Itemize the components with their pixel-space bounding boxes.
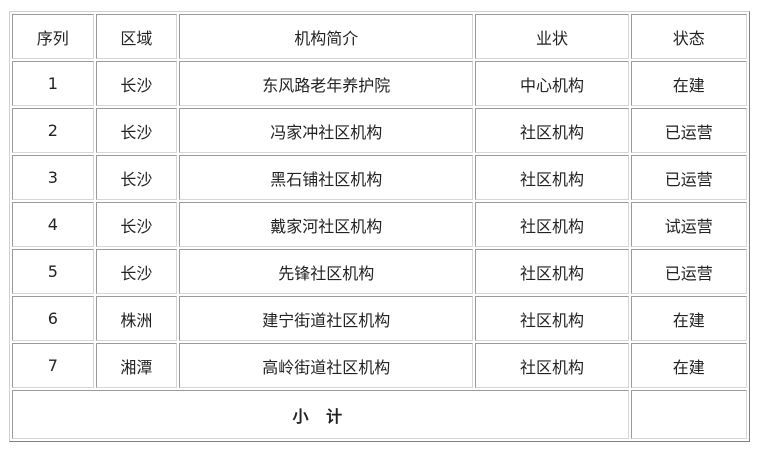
region-cell: 长沙: [95, 155, 178, 200]
table-row: 6 株洲 建宁街道社区机构 社区机构 在建: [12, 296, 747, 341]
header-row: 序列 区域 机构简介 业状 状态: [12, 14, 747, 59]
header-cell: 状态: [630, 14, 747, 59]
institution-table: 序列 区域 机构简介 业状 状态 1 长沙 东风路老年养护院 中心机构 在建 2 长沙 冯家冲…: [9, 11, 750, 442]
type-cell: 社区机构: [475, 249, 629, 294]
type-cell: 社区机构: [475, 155, 629, 200]
status-cell: 试运营: [630, 202, 747, 247]
type-cell: 中心机构: [475, 61, 629, 106]
index-cell: 3: [12, 155, 94, 200]
index-cell: 5: [12, 249, 94, 294]
institution-cell: 冯家冲社区机构: [179, 108, 474, 153]
table-row: 1 长沙 东风路老年养护院 中心机构 在建: [12, 61, 747, 106]
status-cell: 在建: [630, 343, 747, 388]
type-cell: 社区机构: [475, 343, 629, 388]
index-cell: 6: [12, 296, 94, 341]
institution-cell: 建宁街道社区机构: [179, 296, 474, 341]
table-row: 3 长沙 黑石铺社区机构 社区机构 已运营: [12, 155, 747, 200]
status-cell: 已运营: [630, 155, 747, 200]
table-row: 5 长沙 先锋社区机构 社区机构 已运营: [12, 249, 747, 294]
table-row: 2 长沙 冯家冲社区机构 社区机构 已运营: [12, 108, 747, 153]
header-cell: 业状: [475, 14, 629, 59]
table-row: 7 湘潭 高岭街道社区机构 社区机构 在建: [12, 343, 747, 388]
index-cell: 4: [12, 202, 94, 247]
table-row: 4 长沙 戴家河社区机构 社区机构 试运营: [12, 202, 747, 247]
index-cell: 1: [12, 61, 94, 106]
type-cell: 社区机构: [475, 108, 629, 153]
index-cell: 2: [12, 108, 94, 153]
institution-cell: 东风路老年养护院: [179, 61, 474, 106]
total-label: 小 计: [12, 390, 629, 439]
region-cell: 长沙: [95, 61, 178, 106]
region-cell: 长沙: [95, 202, 178, 247]
status-cell: 已运营: [630, 249, 747, 294]
header-cell: 区域: [95, 14, 178, 59]
status-cell: 在建: [630, 296, 747, 341]
institution-cell: 高岭街道社区机构: [179, 343, 474, 388]
type-cell: 社区机构: [475, 296, 629, 341]
region-cell: 湘潭: [95, 343, 178, 388]
status-cell: 在建: [630, 61, 747, 106]
header-cell: 序列: [12, 14, 94, 59]
institution-cell: 戴家河社区机构: [179, 202, 474, 247]
institution-cell: 黑石铺社区机构: [179, 155, 474, 200]
status-cell: 已运营: [630, 108, 747, 153]
institution-cell: 先锋社区机构: [179, 249, 474, 294]
total-value: [630, 390, 747, 439]
region-cell: 长沙: [95, 108, 178, 153]
total-row: 小 计: [12, 390, 747, 439]
region-cell: 长沙: [95, 249, 178, 294]
index-cell: 7: [12, 343, 94, 388]
region-cell: 株洲: [95, 296, 178, 341]
header-cell: 机构简介: [179, 14, 474, 59]
type-cell: 社区机构: [475, 202, 629, 247]
